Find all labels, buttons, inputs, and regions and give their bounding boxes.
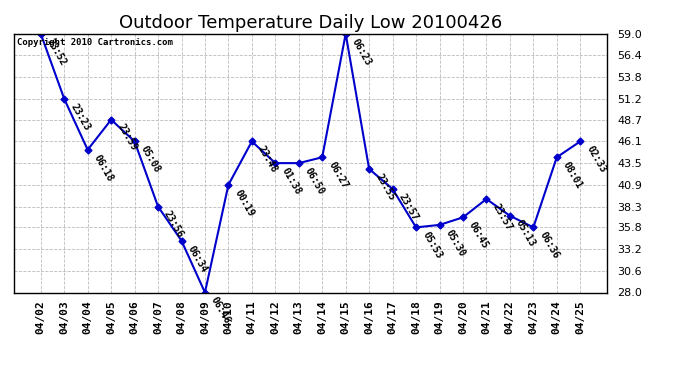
Text: 23:48: 23:48: [256, 144, 279, 175]
Text: 23:57: 23:57: [491, 202, 514, 232]
Text: 23:59: 23:59: [115, 123, 139, 153]
Text: 23:55: 23:55: [373, 172, 397, 202]
Text: 06:45: 06:45: [467, 220, 491, 251]
Text: 05:08: 05:08: [139, 144, 162, 175]
Text: 02:33: 02:33: [584, 144, 608, 175]
Text: 23:57: 23:57: [397, 192, 420, 222]
Text: 23:23: 23:23: [68, 102, 92, 132]
Text: 23:56: 23:56: [162, 209, 186, 240]
Text: 01:38: 01:38: [279, 166, 303, 196]
Text: 23:52: 23:52: [45, 36, 68, 67]
Text: 06:23: 06:23: [350, 36, 373, 67]
Text: 06:50: 06:50: [303, 166, 326, 196]
Text: 08:01: 08:01: [561, 160, 584, 190]
Text: 06:34: 06:34: [186, 243, 209, 274]
Text: Copyright 2010 Cartronics.com: Copyright 2010 Cartronics.com: [17, 38, 172, 46]
Text: 05:13: 05:13: [514, 219, 538, 249]
Title: Outdoor Temperature Daily Low 20100426: Outdoor Temperature Daily Low 20100426: [119, 14, 502, 32]
Text: 06:36: 06:36: [538, 230, 561, 261]
Text: 00:19: 00:19: [233, 188, 256, 218]
Text: 05:30: 05:30: [444, 228, 467, 258]
Text: 05:53: 05:53: [420, 230, 444, 261]
Text: 06:46: 06:46: [209, 295, 233, 326]
Text: 06:18: 06:18: [92, 153, 115, 183]
Text: 06:27: 06:27: [326, 160, 350, 190]
